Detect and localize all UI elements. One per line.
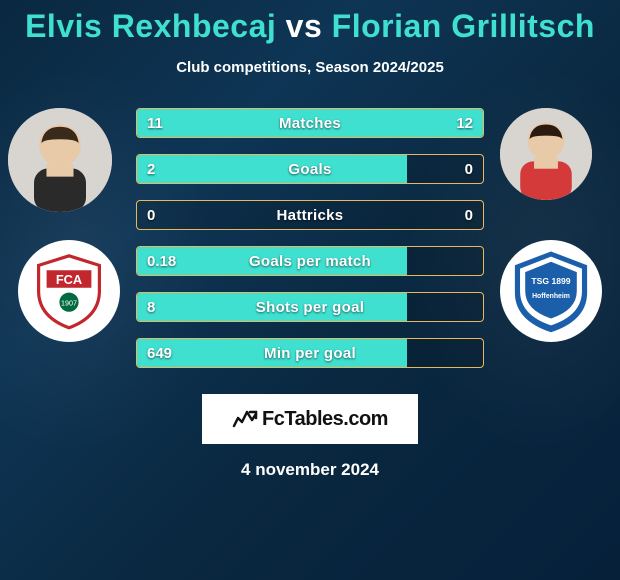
brand-text: FcTables.com [262,408,388,431]
stat-value-right [463,339,483,367]
stat-value-left: 649 [137,339,182,367]
stat-value-right: 0 [455,155,483,183]
svg-text:TSG 1899: TSG 1899 [531,276,570,286]
stat-value-right [463,247,483,275]
brand-logo-icon [232,406,258,432]
stat-value-left: 2 [137,155,165,183]
stat-label: Min per goal [137,339,483,367]
stats-area: FCA 1907 TSG 1899 Hoffenheim Matches11 12… [0,108,620,388]
club1-abbr: FCA [56,272,82,287]
stat-row: Matches11 12 [136,108,484,138]
page-title: Elvis Rexhbecaj vs Florian Grillitsch [0,0,620,45]
stat-label: Hattricks [137,201,483,229]
stat-row: Shots per goal8 [136,292,484,322]
content: Elvis Rexhbecaj vs Florian Grillitsch Cl… [0,0,620,480]
svg-text:1907: 1907 [61,298,77,307]
player2-avatar [500,108,592,200]
club1-badge: FCA 1907 [18,240,120,342]
stat-value-left: 11 [137,109,173,137]
stat-label: Goals [137,155,483,183]
person-icon [500,108,592,200]
person-icon [8,108,112,212]
subtitle: Club competitions, Season 2024/2025 [0,59,620,76]
stat-label: Matches [137,109,483,137]
player1-avatar [8,108,112,212]
stat-value-left: 0 [137,201,165,229]
stat-row: Goals per match0.18 [136,246,484,276]
stat-row: Goals2 0 [136,154,484,184]
shield-icon: TSG 1899 Hoffenheim [508,248,594,334]
stat-row: Hattricks0 0 [136,200,484,230]
club2-badge: TSG 1899 Hoffenheim [500,240,602,342]
stat-value-right: 12 [446,109,483,137]
stat-value-left: 8 [137,293,165,321]
shield-icon: FCA 1907 [29,251,109,331]
stat-label: Goals per match [137,247,483,275]
brand-box: FcTables.com [202,394,418,444]
stat-bars: Matches1112Goals20Hattricks00Goals per m… [136,108,484,384]
vs-text: vs [286,8,323,44]
date-text: 4 november 2024 [0,460,620,480]
stat-row: Min per goal649 [136,338,484,368]
stat-value-left: 0.18 [137,247,186,275]
stat-value-right: 0 [455,201,483,229]
stat-value-right [463,293,483,321]
stat-label: Shots per goal [137,293,483,321]
player2-name: Florian Grillitsch [332,8,595,44]
player1-name: Elvis Rexhbecaj [25,8,276,44]
svg-text:Hoffenheim: Hoffenheim [532,293,570,300]
